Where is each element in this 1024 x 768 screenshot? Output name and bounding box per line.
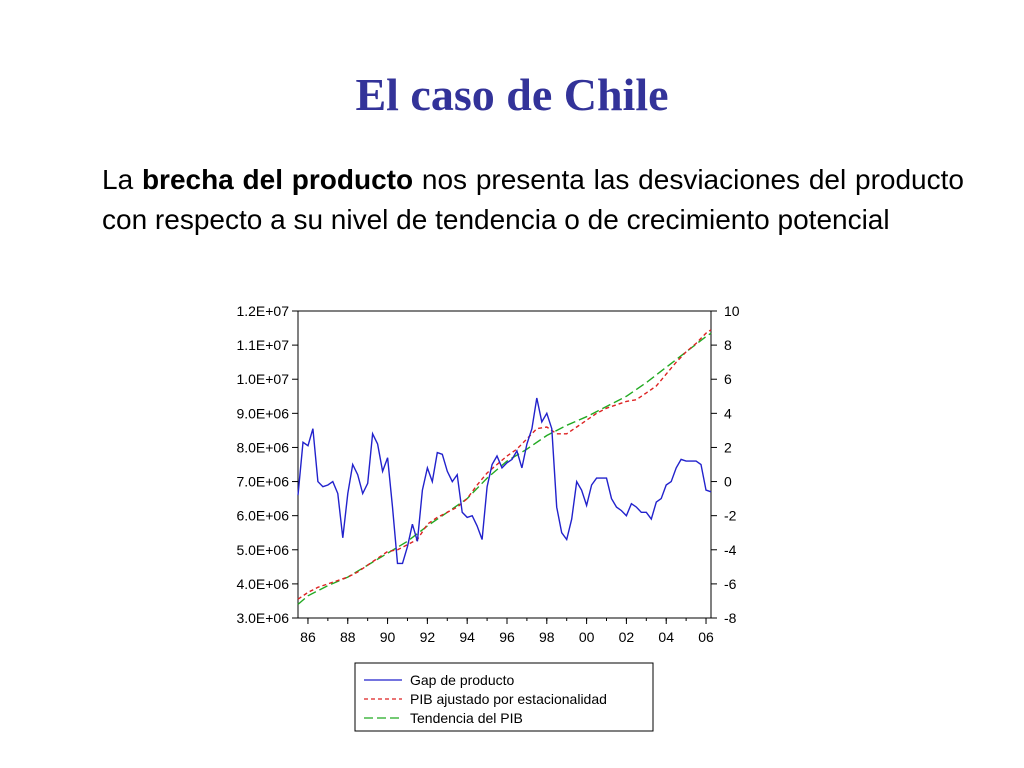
legend-box	[354, 662, 654, 732]
left-tick-label: 6.0E+06	[236, 508, 289, 524]
text-bold-term: brecha del producto	[141, 164, 414, 195]
right-tick-label: -6	[724, 576, 737, 592]
legend: Gap de producto PIB ajustado por estacio…	[354, 662, 654, 732]
right-tick-label: -4	[724, 542, 737, 558]
right-tick-label: 8	[724, 337, 732, 353]
x-tick-label: 00	[579, 629, 595, 645]
slide-title: El caso de Chile	[355, 69, 669, 120]
gap-series-line	[297, 397, 712, 565]
plot-frame	[297, 310, 712, 619]
left-tick-label: 1.0E+07	[236, 371, 289, 387]
left-tick-label: 9.0E+06	[236, 405, 289, 421]
axis-ticks: 3.0E+06 4.0E+06 5.0E+06 6.0E+06 7.0E+06 8.0E+…	[236, 303, 739, 645]
legend-entry-gap: Gap de producto	[410, 672, 515, 688]
right-tick-label: -8	[724, 610, 737, 626]
right-tick-label: 4	[724, 405, 732, 421]
text-before: La	[102, 164, 142, 195]
x-tick-label: 94	[459, 629, 475, 645]
legend-entry-pib: PIB ajustado por estacionalidad	[410, 691, 607, 707]
left-tick-label: 8.0E+06	[236, 439, 289, 455]
left-tick-label: 4.0E+06	[236, 576, 289, 592]
left-tick-label: 1.1E+07	[236, 337, 289, 353]
x-tick-label: 06	[698, 629, 714, 645]
right-tick-label: 2	[724, 439, 732, 455]
x-tick-label: 98	[539, 629, 555, 645]
pib-series-line	[297, 329, 712, 600]
legend-entry-trend: Tendencia del PIB	[410, 710, 523, 726]
right-tick-label: 10	[724, 303, 740, 319]
x-tick-label: 88	[340, 629, 356, 645]
x-tick-label: 96	[499, 629, 515, 645]
left-tick-label: 5.0E+06	[236, 542, 289, 558]
description-paragraph: La brecha del producto nos presenta las …	[102, 160, 964, 240]
right-tick-label: 0	[724, 474, 732, 490]
x-tick-label: 04	[658, 629, 674, 645]
left-tick-label: 3.0E+06	[236, 610, 289, 626]
text-after: nos presenta las desviaciones del produc…	[102, 164, 964, 235]
x-tick-label: 86	[300, 629, 316, 645]
left-tick-label: 7.0E+06	[236, 474, 289, 490]
trend-series-line	[297, 332, 712, 605]
right-tick-label: -2	[724, 508, 737, 524]
x-tick-label: 92	[420, 629, 436, 645]
left-tick-label: 1.2E+07	[236, 303, 289, 319]
x-tick-label: 02	[619, 629, 635, 645]
x-tick-label: 90	[380, 629, 396, 645]
right-tick-label: 6	[724, 371, 732, 387]
series-group	[297, 329, 712, 605]
